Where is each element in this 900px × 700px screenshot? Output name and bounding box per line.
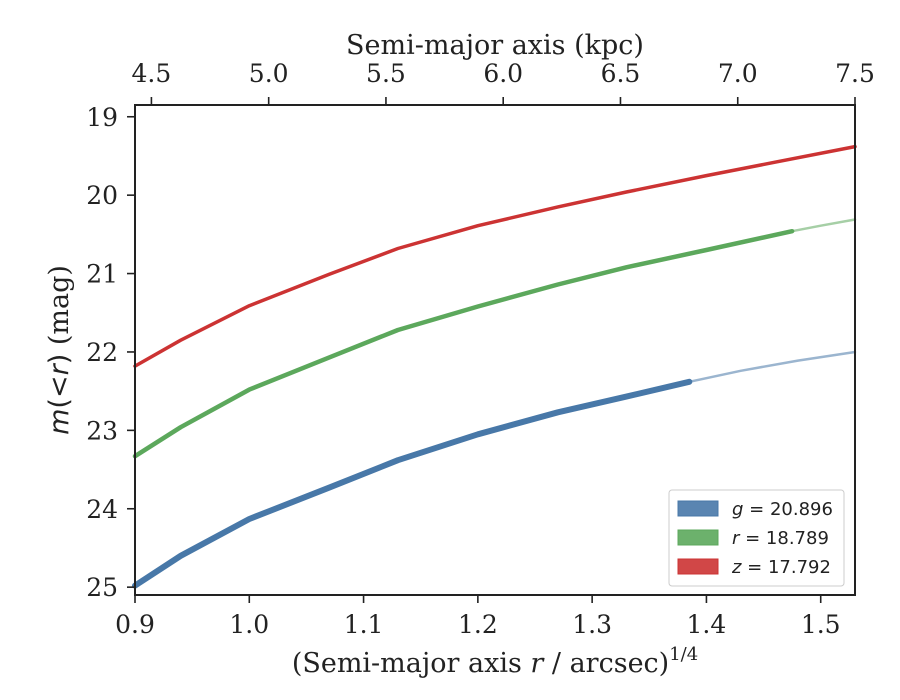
axis-ticks [127, 97, 856, 603]
y-tick-label: 22 [86, 338, 118, 367]
legend-value: = 17.792 [741, 557, 831, 578]
y-tick-label: 25 [86, 573, 118, 602]
x-tick-label: 1.3 [572, 610, 612, 639]
x-tick-label: 1.1 [344, 610, 384, 639]
series-z-line [133, 144, 857, 368]
y-axis-title: m(<r) (mag) [44, 265, 75, 435]
series-g-line [132, 378, 693, 589]
top-x-tick-label: 5.0 [249, 59, 289, 88]
x-tick-label: 1.5 [801, 610, 841, 639]
legend-variable: g [732, 499, 743, 520]
top-x-tick-label: 7.0 [718, 59, 758, 88]
y-axis-title-r: r [44, 362, 75, 375]
legend-label-z: z = 17.792 [731, 557, 831, 578]
top-x-tick-label: 7.5 [835, 59, 875, 88]
top-x-tick-label: 5.5 [366, 59, 406, 88]
legend-swatch-r [677, 529, 719, 546]
axis-tick-labels: 0.9 1.0 1.1 1.2 1.3 1.4 1.5 4.5 5.0 5.5 6.0 6.5 7.0 7… [86, 59, 875, 639]
top-x-axis-title: Semi-major axis (kpc) [346, 30, 644, 61]
y-axis-title-less-than: < [44, 375, 75, 398]
legend-label-g: g = 20.896 [732, 499, 833, 520]
top-x-tick-label: 6.0 [483, 59, 523, 88]
top-x-tick-label: 6.5 [601, 59, 641, 88]
x-axis-title-post: / arcsec) [543, 648, 669, 679]
x-tick-label: 1.2 [458, 610, 498, 639]
x-axis-title: (Semi-major axis r / arcsec)1/4 [292, 644, 698, 679]
y-axis-title-open-paren: ( [44, 398, 75, 409]
legend-variable: z [731, 557, 742, 578]
y-tick-label: 19 [86, 103, 118, 132]
x-tick-label: 1.4 [687, 610, 727, 639]
legend-label-r: r = 18.789 [732, 528, 829, 549]
y-axis-title-m: m [44, 409, 75, 435]
y-tick-label: 20 [86, 181, 118, 210]
x-tick-label: 0.9 [115, 610, 155, 639]
y-tick-label: 21 [86, 260, 118, 289]
y-axis-title-close-paren: ) [44, 354, 75, 365]
y-axis-title-unit: (mag) [44, 265, 75, 354]
x-axis-title-exponent: 1/4 [669, 644, 698, 665]
legend-swatch-z [677, 558, 719, 575]
series-r-extension [790, 218, 857, 233]
x-axis-title-var: r [530, 648, 545, 679]
series-g-extension [688, 350, 857, 384]
y-tick-label: 24 [86, 495, 118, 524]
plot-frame [134, 104, 856, 596]
legend-swatch-g [677, 500, 719, 517]
legend-variable: r [732, 528, 741, 549]
x-tick-label: 1.0 [229, 610, 269, 639]
series-r-line [132, 228, 795, 459]
top-x-tick-label: 4.5 [132, 59, 172, 88]
legend-value: = 20.896 [743, 499, 833, 520]
legend-value: = 18.789 [739, 528, 829, 549]
y-tick-label: 23 [86, 416, 118, 445]
plot-lines [132, 144, 857, 589]
x-axis-title-pre: (Semi-major axis [292, 648, 531, 679]
